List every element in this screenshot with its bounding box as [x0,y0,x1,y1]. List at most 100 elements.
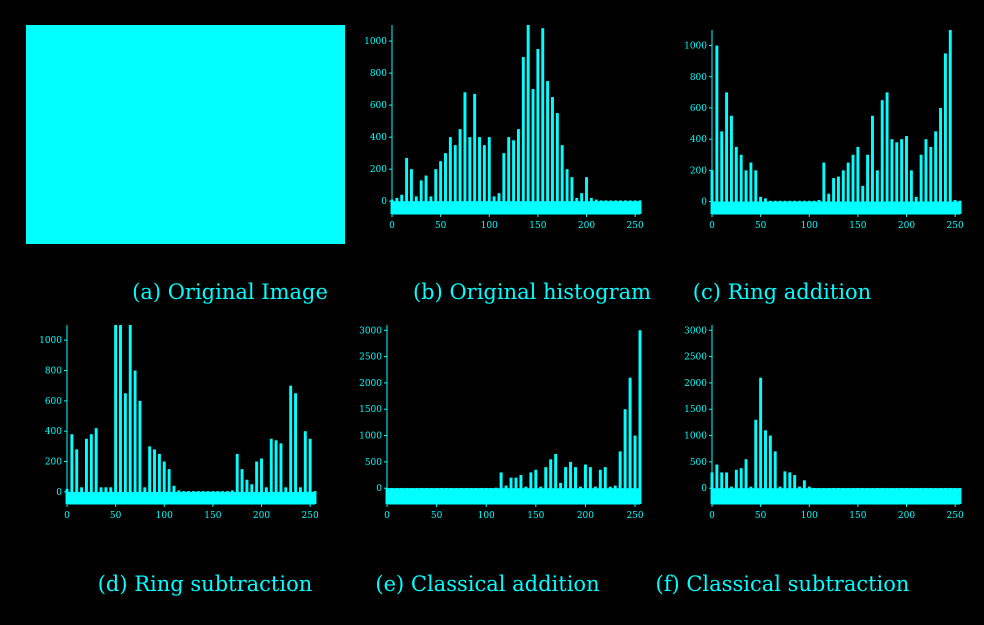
bar [578,486,582,504]
bar [856,487,860,504]
y-tick-label: 400 [690,135,707,145]
bar [880,100,884,214]
x-tick-label: 50 [435,221,447,231]
bar [807,486,811,504]
x-tick-label: 200 [577,511,594,521]
bar [739,154,743,214]
bar [856,146,860,214]
x-tick-label: 150 [527,511,544,521]
bars [390,25,642,215]
histogram-baseline [712,488,960,504]
bar [269,438,273,504]
bar [519,475,523,504]
bar [492,196,496,214]
bar [773,200,777,214]
bar [133,370,137,504]
bar [439,161,443,214]
bar [489,487,493,504]
bar [638,200,642,214]
bar [264,487,268,504]
bar [754,170,758,214]
bar [478,137,481,214]
bar [230,490,234,504]
bar [599,200,603,214]
bar [802,200,806,214]
y-tick-label: 0 [701,198,707,208]
bar [638,330,642,504]
x-tick-label: 0 [389,221,395,231]
bar [564,467,568,504]
bar [469,487,473,504]
bar [94,428,98,504]
bar [817,487,821,504]
bar [464,487,468,504]
bar [546,81,550,214]
bar [827,193,831,214]
histogram-baseline [392,201,640,214]
bar [172,485,176,504]
bar [720,472,724,504]
x-ticks: 0 50 100 150 200 250 [709,504,964,521]
bar [512,140,516,214]
x-tick-label: 200 [898,511,915,521]
bar [948,30,952,214]
caption-d: (d) Ring subtraction [97,572,313,596]
y-ticks: 0 500 1000 1500 2000 2500 3000 [359,326,387,494]
bar [851,154,855,214]
bar [473,93,477,214]
bar [494,487,498,504]
y-tick-label: 1000 [364,37,387,47]
bar [588,467,592,504]
bar [284,487,288,504]
y-tick-label: 0 [701,484,707,494]
y-tick-label: 800 [45,367,62,377]
bar [440,487,444,504]
bar [206,491,210,504]
bar [905,136,908,214]
bar [308,438,312,504]
x-tick-label: 100 [156,511,173,521]
bar [895,487,899,504]
bar [710,170,714,214]
bar [841,170,845,214]
x-tick-label: 50 [431,511,443,521]
bar [822,162,826,214]
x-tick-label: 50 [755,221,767,231]
original-image [26,25,345,244]
bar [424,175,428,214]
y-tick-label: 3000 [359,326,382,336]
bar [754,419,758,504]
bar [729,115,733,214]
bar [628,200,632,214]
bar [559,482,563,504]
bar [529,472,533,504]
y-tick-label: 0 [381,197,387,207]
bar [914,487,918,504]
bar [613,485,617,504]
x-tick-label: 150 [204,511,221,521]
bar [934,487,938,504]
caption-f: (f) Classical subtraction [655,572,910,596]
y-tick-label: 200 [370,165,387,175]
axes [391,25,640,215]
x-tick-label: 150 [529,221,546,231]
y-tick-label: 3000 [684,326,707,336]
bar [420,487,424,504]
bar [429,196,433,214]
bar [871,115,874,214]
bar [919,154,923,214]
y-tick-label: 2500 [684,353,707,363]
bar [749,486,753,504]
bar [294,393,298,504]
bar [143,487,147,504]
bar [614,200,618,214]
bar [905,487,908,504]
histogram-baseline [387,488,640,504]
caption-e: (e) Classical addition [375,572,600,596]
bar [866,154,870,214]
bar [191,491,195,504]
bar [875,170,879,214]
bar [153,449,156,504]
bar [788,472,792,504]
bar [569,461,573,504]
